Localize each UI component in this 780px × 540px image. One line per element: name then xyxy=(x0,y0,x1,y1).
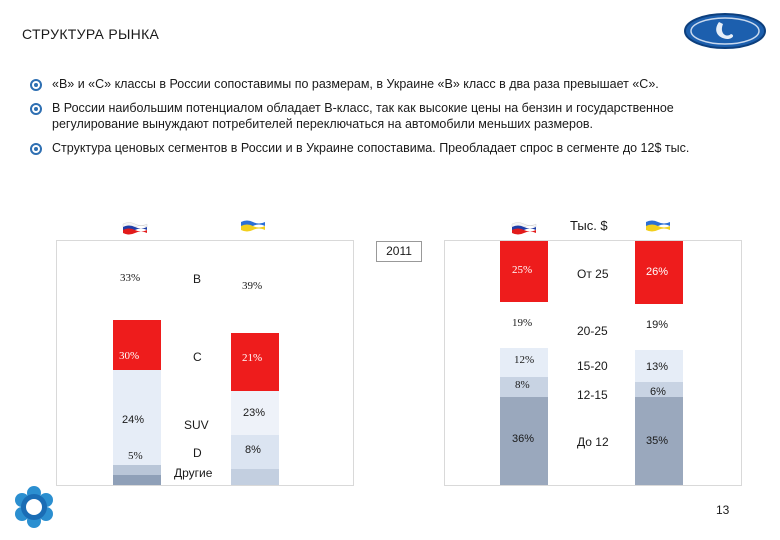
bullet-icon xyxy=(30,103,42,115)
segment-label-c: C xyxy=(193,350,202,364)
page-title: СТРУКТУРА РЫНКА xyxy=(22,26,160,42)
flower-logo-icon xyxy=(15,486,53,528)
russia-other-segment xyxy=(113,475,161,485)
russia-over25-value: 25% xyxy=(512,264,533,276)
russia-15-20-segment xyxy=(500,348,548,377)
ukraine-other-segment xyxy=(231,469,279,485)
price-structure-panel xyxy=(444,240,742,486)
ukraine-c-value: 21% xyxy=(242,352,263,364)
ukraine-b-value: 39% xyxy=(242,280,263,292)
class-structure-panel xyxy=(56,240,354,486)
russia-under12-value: 36% xyxy=(512,433,535,445)
ukraine-12-15-segment xyxy=(635,382,683,397)
ukraine-20-25-segment xyxy=(635,304,683,350)
bullet-text: «B» и «C» классы в России сопоставимы по… xyxy=(52,77,659,91)
ukraine-price-column xyxy=(635,241,683,485)
russia-class-column xyxy=(113,241,161,485)
page-number: 13 xyxy=(716,503,730,517)
ukraine-suv-value: 23% xyxy=(243,407,266,419)
bullet-icon xyxy=(30,79,42,91)
bullet-text: В России наибольшим потенциалом обладает… xyxy=(52,101,674,131)
ukraine-over25-value: 26% xyxy=(646,266,669,278)
russia-12-15-segment xyxy=(500,377,548,397)
russia-price-column xyxy=(500,241,548,485)
russia-d-value: 5% xyxy=(128,450,143,462)
bullet-item: «B» и «C» классы в России сопоставимы по… xyxy=(30,76,740,92)
ukraine-15-20-segment xyxy=(635,350,683,382)
ukraine-under12-segment xyxy=(635,397,683,485)
russia-20-25-value: 19% xyxy=(512,317,533,329)
ukraine-15-20-value: 13% xyxy=(646,361,669,373)
bullet-item: В России наибольшим потенциалом обладает… xyxy=(30,100,740,132)
russia-c-segment xyxy=(113,320,161,370)
ukraine-d-value: 8% xyxy=(245,444,261,456)
price-label-under12: До 12 xyxy=(577,435,609,449)
russia-flag-icon xyxy=(122,222,148,235)
ukraine-flag-icon xyxy=(646,220,670,232)
russia-12-15-value: 8% xyxy=(515,379,530,391)
ukraine-d-segment xyxy=(231,435,279,469)
russia-20-25-segment xyxy=(500,302,548,348)
ukraine-12-15-value: 6% xyxy=(650,386,666,398)
russia-suv-value: 24% xyxy=(122,414,145,426)
russia-b-segment xyxy=(113,241,161,320)
lada-logo-icon xyxy=(684,13,766,49)
russia-suv-segment xyxy=(113,370,161,465)
price-label-15-20: 15-20 xyxy=(577,359,608,373)
russia-flag-icon xyxy=(511,222,537,235)
price-label-over25: От 25 xyxy=(577,267,609,281)
unit-label: Тыс. $ xyxy=(570,218,608,233)
ukraine-flag-icon xyxy=(241,220,265,232)
ukraine-b-segment xyxy=(231,241,279,333)
segment-label-suv: SUV xyxy=(184,418,209,432)
segment-label-b: B xyxy=(193,272,202,286)
segment-label-other: Другие xyxy=(174,466,213,480)
ukraine-c-segment xyxy=(231,333,279,391)
bullet-item: Структура ценовых сегментов в России и в… xyxy=(30,140,740,156)
russia-over25-segment xyxy=(500,241,548,302)
ukraine-over25-segment xyxy=(635,241,683,304)
ukraine-suv-segment xyxy=(231,391,279,435)
segment-label-d: D xyxy=(193,446,202,460)
bullet-list: «B» и «C» классы в России сопоставимы по… xyxy=(30,76,740,164)
russia-15-20-value: 12% xyxy=(514,354,535,366)
bullet-icon xyxy=(30,143,42,155)
russia-under12-segment xyxy=(500,397,548,485)
year-label: 2011 xyxy=(376,241,422,262)
bullet-text: Структура ценовых сегментов в России и в… xyxy=(52,141,690,155)
russia-c-value: 30% xyxy=(119,350,140,362)
price-label-12-15: 12-15 xyxy=(577,388,608,402)
russia-b-value: 33% xyxy=(120,272,141,284)
ukraine-20-25-value: 19% xyxy=(646,319,669,331)
ukraine-under12-value: 35% xyxy=(646,435,669,447)
price-label-20-25: 20-25 xyxy=(577,324,608,338)
ukraine-class-column xyxy=(231,241,279,485)
russia-d-segment xyxy=(113,465,161,475)
